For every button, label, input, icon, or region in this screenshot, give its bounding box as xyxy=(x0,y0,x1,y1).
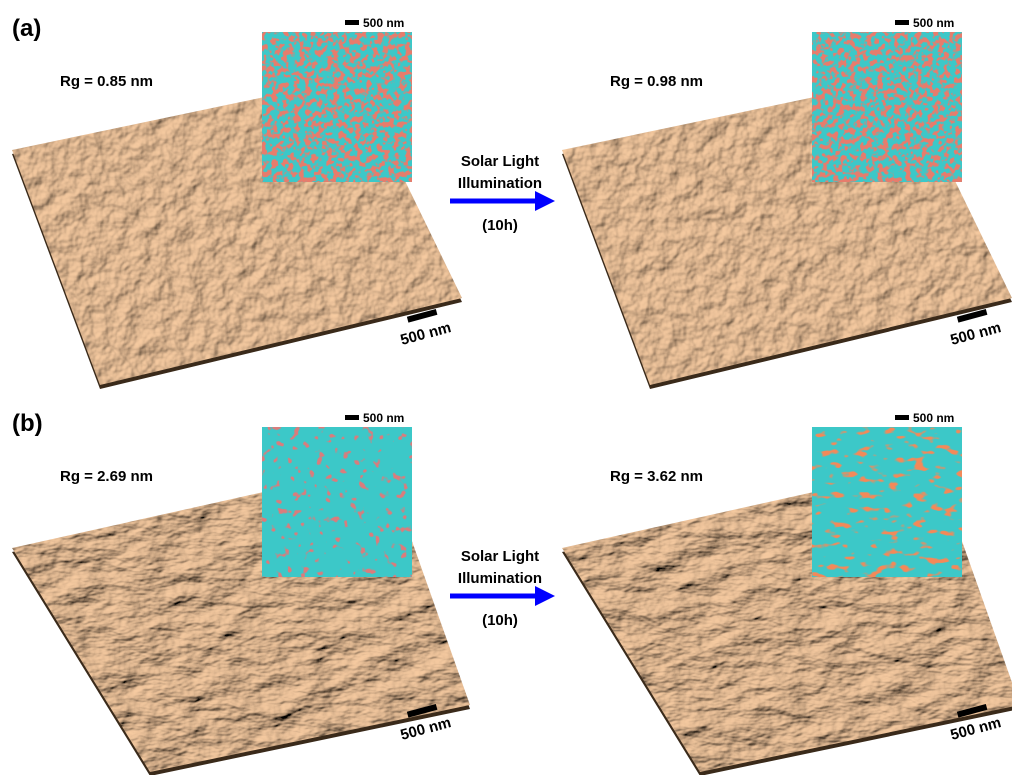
inset-scale-label: 500 nm xyxy=(363,411,404,425)
arrow-text-line2: Illumination xyxy=(458,570,542,587)
inset-scale-bar xyxy=(895,415,909,420)
roughness-label: Rg = 2.69 nm xyxy=(60,468,153,485)
afm-inset-spots xyxy=(812,427,962,577)
afm-inset-spots xyxy=(262,32,412,182)
afm-inset-spots xyxy=(262,427,412,577)
inset-scale-label: 500 nm xyxy=(363,16,404,30)
arrow-text-line1: Solar Light xyxy=(461,153,539,170)
inset-scale-bar xyxy=(895,20,909,25)
arrow-text-line1: Solar Light xyxy=(461,548,539,565)
arrow-duration: (10h) xyxy=(482,217,518,234)
inset-scale-label: 500 nm xyxy=(913,411,954,425)
afm-inset-spots xyxy=(812,32,962,182)
arrow-duration: (10h) xyxy=(482,612,518,629)
roughness-label: Rg = 0.85 nm xyxy=(60,73,153,90)
inset-scale-label: 500 nm xyxy=(913,16,954,30)
arrow-text-line2: Illumination xyxy=(458,175,542,192)
roughness-label: Rg = 3.62 nm xyxy=(610,468,703,485)
panel-label: (b) xyxy=(12,410,43,437)
panel-label: (a) xyxy=(12,15,41,42)
figure: (a) 500 nm Rg = 0.85 nm 500 nm 500 nm Rg = 0.… xyxy=(0,0,1012,775)
roughness-label: Rg = 0.98 nm xyxy=(610,73,703,90)
inset-scale-bar xyxy=(345,20,359,25)
inset-scale-bar xyxy=(345,415,359,420)
surface-scale-label: 500 nm xyxy=(949,319,1003,349)
surface-scale-label: 500 nm xyxy=(399,319,453,349)
